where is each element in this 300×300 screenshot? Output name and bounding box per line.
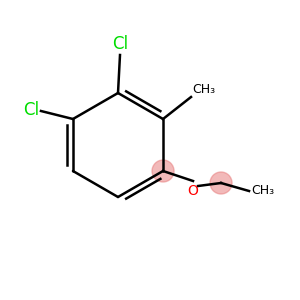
Circle shape	[210, 172, 232, 194]
Text: CH₃: CH₃	[192, 83, 215, 96]
Text: O: O	[188, 184, 199, 198]
Text: Cl: Cl	[112, 35, 128, 53]
Text: Cl: Cl	[23, 101, 39, 119]
Circle shape	[152, 160, 174, 182]
Text: CH₃: CH₃	[251, 184, 274, 197]
